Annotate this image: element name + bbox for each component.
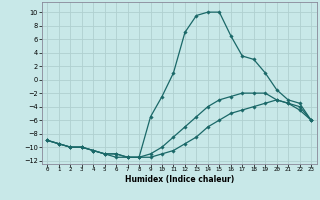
X-axis label: Humidex (Indice chaleur): Humidex (Indice chaleur) [124, 175, 234, 184]
